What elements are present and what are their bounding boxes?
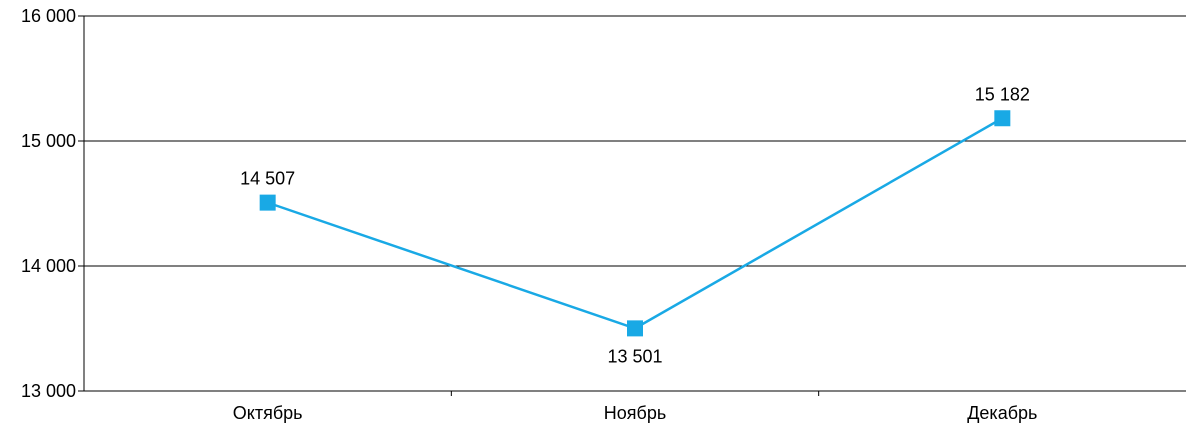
data-label: 13 501 bbox=[607, 346, 662, 366]
x-tick-label: Декабрь bbox=[967, 403, 1037, 423]
series-group bbox=[259, 110, 1011, 337]
data-point-marker bbox=[994, 110, 1011, 127]
data-label: 15 182 bbox=[975, 84, 1030, 104]
x-axis-ticks: Октябрь Ноябрь Декабрь bbox=[233, 391, 1037, 423]
axes bbox=[83, 16, 1186, 392]
y-tick-label: 14 000 bbox=[21, 256, 76, 276]
data-labels: 14 507 13 501 15 182 bbox=[240, 84, 1030, 366]
y-tick-label: 15 000 bbox=[21, 131, 76, 151]
series-line bbox=[267, 117, 1003, 330]
x-tick-label: Ноябрь bbox=[604, 403, 666, 423]
y-tick-label: 16 000 bbox=[21, 6, 76, 26]
y-axis-ticks: 13 000 14 000 15 000 16 000 bbox=[21, 6, 84, 401]
data-label: 14 507 bbox=[240, 169, 295, 189]
y-tick-label: 13 000 bbox=[21, 381, 76, 401]
x-tick-label: Октябрь bbox=[233, 403, 303, 423]
gridlines bbox=[84, 15, 1186, 267]
data-point-marker bbox=[627, 320, 643, 337]
data-point-marker bbox=[259, 194, 276, 211]
